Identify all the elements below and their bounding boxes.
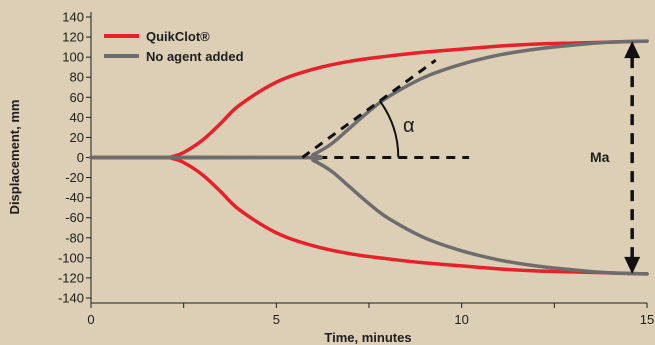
y-tick-label: 80 (70, 70, 84, 85)
ma-label: Ma (590, 149, 610, 165)
y-tick-label: 120 (62, 30, 84, 45)
x-tick-label: 15 (640, 312, 654, 327)
x-axis-ticks: 0 5 10 15 (87, 303, 654, 327)
legend-label-quikclot: QuikClot® (146, 29, 210, 44)
y-tick-label: -140 (58, 290, 84, 305)
y-tick-label: -60 (65, 210, 84, 225)
y-tick-label: 20 (70, 130, 84, 145)
ma-arrowhead-down (624, 256, 641, 274)
y-tick-label: 140 (62, 10, 84, 25)
y-tick-label: -80 (65, 230, 84, 245)
series-lines (89, 39, 649, 276)
y-tick-label: 40 (70, 110, 84, 125)
y-tick-label: -100 (58, 250, 84, 265)
x-tick-label: 0 (87, 312, 94, 327)
ma-arrowhead-up (624, 41, 641, 59)
angle-arc (378, 100, 400, 158)
y-axis-title: Displacement, mm (7, 100, 22, 215)
legend: QuikClot® No agent added (104, 29, 244, 64)
x-tick-label: 10 (454, 312, 468, 327)
legend-label-no-agent: No agent added (146, 49, 244, 64)
x-axis-title: Time, minutes (324, 330, 411, 345)
y-tick-label: 0 (77, 150, 84, 165)
x-tick-label: 5 (273, 312, 280, 327)
series-line-quikclot-lower (89, 155, 649, 276)
y-tick-label: -120 (58, 270, 84, 285)
series-line-no-agent-lower (89, 155, 649, 276)
tangent-dashed-line (301, 58, 437, 159)
y-tick-label: 100 (62, 50, 84, 65)
angle-label: α (403, 115, 415, 137)
annotations-over (301, 41, 641, 274)
series-line-quikclot-upper (89, 39, 649, 160)
y-tick-label: -20 (65, 170, 84, 185)
y-axis-ticks: -140 -120 -100 -80 -60 -40 -20 0 20 40 60 80 100 120 1… (58, 10, 91, 305)
y-tick-label: 60 (70, 90, 84, 105)
y-tick-label: -40 (65, 190, 84, 205)
